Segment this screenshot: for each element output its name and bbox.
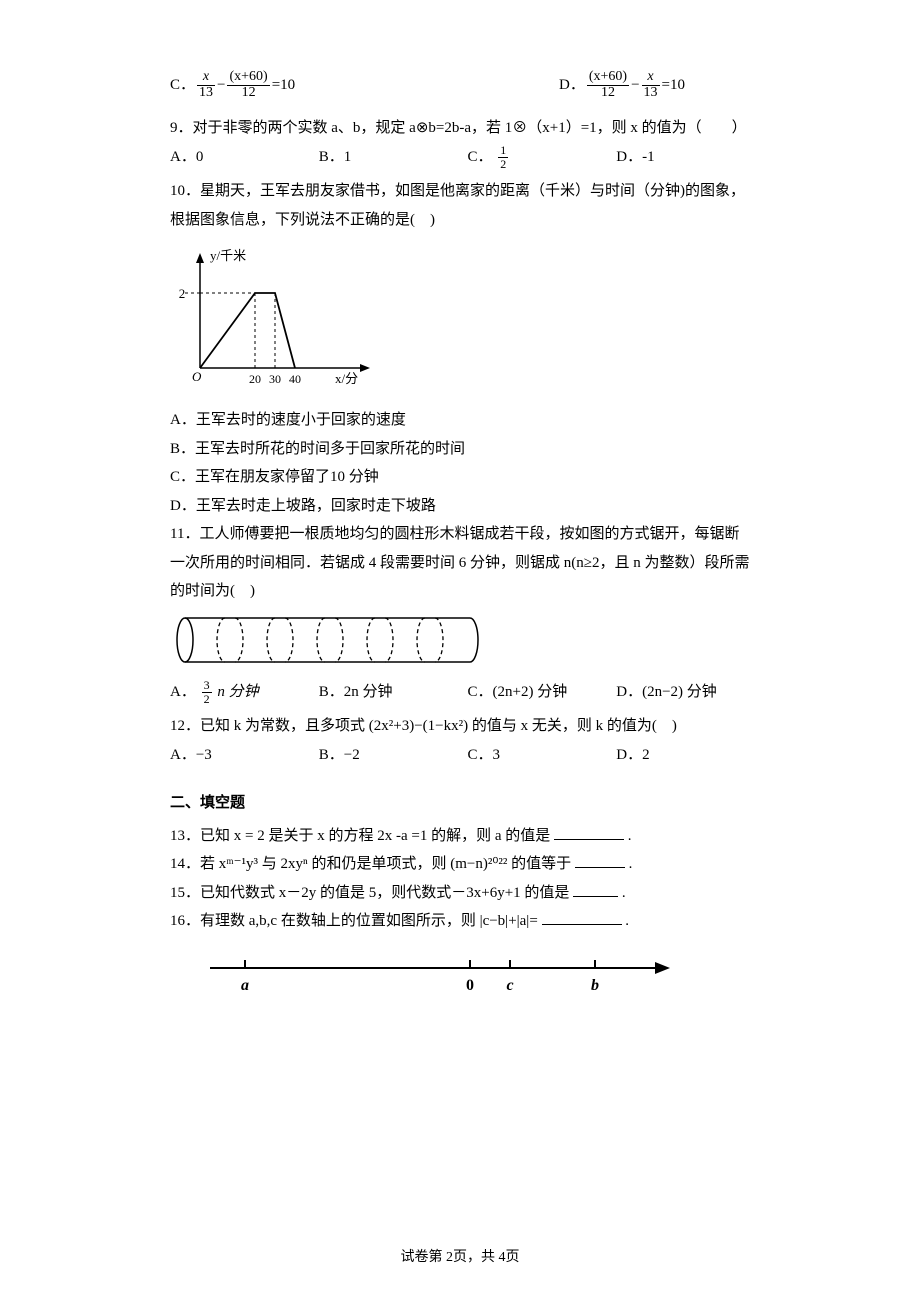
q10-opt-b: B．王军去时所花的时间多于回家所花的时间 (170, 435, 765, 464)
q8-opt-d: D． (x+60) 12 − x 13 =10 (559, 70, 685, 100)
page-footer: 试卷第 2页，共 4页 (0, 1245, 920, 1272)
q11-opt-b: B．2n 分钟 (319, 678, 468, 707)
q11-stem2: 一次所用的时间相同．若锯成 4 段需要时间 6 分钟，则锯成 n(n≥2，且 n… (170, 549, 765, 578)
q15: 15．已知代数式 x－2y 的值是 5，则代数式－3x+6y+1 的值是 . (170, 879, 765, 908)
opt-label: A． (170, 684, 196, 700)
q12-opt-c: C．3 (468, 741, 617, 770)
q11-cylinder-diagram (170, 610, 765, 670)
denominator: 2 (202, 692, 212, 706)
xtick-40: 40 (289, 372, 301, 386)
q11-stem1: 11．工人师傅要把一根质地均匀的圆柱形木料锯成若干段，按如图的方式锯开，每锯断 (170, 520, 765, 549)
distance-time-chart: 2 20 30 40 O y/千米 x/分 (170, 238, 380, 398)
xtick-30: 30 (269, 372, 281, 386)
denominator: 13 (197, 85, 215, 101)
eq-rhs: =10 (272, 71, 295, 100)
cylinder-svg (170, 610, 490, 670)
blank-input[interactable] (554, 824, 624, 840)
q16: 16．有理数 a,b,c 在数轴上的位置如图所示，则 |c−b|+|a|= . (170, 907, 765, 936)
denominator: 2 (498, 157, 508, 171)
xtick-20: 20 (249, 372, 261, 386)
q12-opt-b: B．−2 (319, 741, 468, 770)
q8-opt-c: C． x 13 − (x+60) 12 =10 (170, 70, 295, 100)
fraction: 3 2 (202, 679, 212, 705)
q13-text: 13．已知 x = 2 是关于 x 的方程 2x -a =1 的解，则 a 的值… (170, 828, 550, 844)
fraction: 1 2 (498, 144, 508, 170)
label-c: c (506, 977, 513, 994)
blank-input[interactable] (575, 852, 625, 868)
fraction: x 13 (197, 70, 215, 100)
denominator: 13 (642, 85, 660, 101)
blank-input[interactable] (573, 881, 618, 897)
minus: − (217, 71, 225, 100)
q11-opt-d: D．(2n−2) 分钟 (616, 678, 765, 707)
q11-opt-c: C．(2n+2) 分钟 (468, 678, 617, 707)
q9-opt-a: A．0 (170, 143, 319, 172)
q10-opt-c: C．王军在朋友家停留了10 分钟 (170, 463, 765, 492)
x-axis-label: x/分 (335, 371, 358, 386)
minus: − (631, 71, 639, 100)
q11-options: A． 3 2 n 分钟 B．2n 分钟 C．(2n+2) 分钟 D．(2n−2)… (170, 678, 765, 707)
q12-opt-d: D．2 (616, 741, 765, 770)
q9-opt-d: D．-1 (616, 143, 765, 172)
label-a: a (241, 977, 249, 994)
numerator: 1 (498, 144, 508, 157)
ytick-2: 2 (179, 286, 186, 301)
period: . (622, 885, 626, 901)
q12-stem: 12．已知 k 为常数，且多项式 (2x²+3)−(1−kx²) 的值与 x 无… (170, 712, 765, 741)
q16-text: 16．有理数 a,b,c 在数轴上的位置如图所示，则 |c−b|+|a|= (170, 913, 538, 929)
label-0: 0 (466, 977, 474, 994)
blank-input[interactable] (542, 909, 622, 925)
period: . (625, 913, 629, 929)
numerator: x (197, 70, 215, 85)
period: . (629, 856, 633, 872)
numerator: x (642, 70, 660, 85)
q12-opt-a: A．−3 (170, 741, 319, 770)
origin-label: O (192, 369, 202, 384)
q9-opt-b: B．1 (319, 143, 468, 172)
tail: n 分钟 (217, 684, 258, 700)
q9-options: A．0 B．1 C． 1 2 D．-1 (170, 143, 765, 172)
numerator: 3 (202, 679, 212, 692)
q15-text: 15．已知代数式 x－2y 的值是 5，则代数式－3x+6y+1 的值是 (170, 885, 569, 901)
q10-stem2: 根据图象信息，下列说法不正确的是( ) (170, 206, 765, 235)
numerator: (x+60) (227, 70, 269, 85)
q10-opt-a: A．王军去时的速度小于回家的速度 (170, 406, 765, 435)
exam-page: C． x 13 − (x+60) 12 =10 D． (x+60) 12 − x… (0, 0, 920, 1302)
q9-opt-c: C． 1 2 (468, 143, 617, 172)
eq-rhs: =10 (662, 71, 685, 100)
denominator: 12 (587, 85, 629, 101)
label-b: b (591, 977, 599, 994)
numberline-svg: a 0 c b (200, 950, 680, 1000)
q16-numberline: a 0 c b (200, 950, 765, 1000)
q10-graph: 2 20 30 40 O y/千米 x/分 (170, 238, 765, 398)
period: . (628, 828, 632, 844)
y-axis-label: y/千米 (210, 248, 246, 263)
q13: 13．已知 x = 2 是关于 x 的方程 2x -a =1 的解，则 a 的值… (170, 822, 765, 851)
q11-opt-a: A． 3 2 n 分钟 (170, 678, 319, 707)
section-2-title: 二、填空题 (170, 789, 765, 818)
numerator: (x+60) (587, 70, 629, 85)
opt-label: C． (468, 149, 493, 165)
q11-stem3: 的时间为( ) (170, 577, 765, 606)
fraction: (x+60) 12 (587, 70, 629, 100)
q9-stem: 9．对于非零的两个实数 a、b，规定 a⊗b=2b-a，若 1⊗（x+1）=1，… (170, 114, 765, 143)
opt-label: D． (559, 71, 585, 100)
q10-opt-d: D．王军去时走上坡路，回家时走下坡路 (170, 492, 765, 521)
denominator: 12 (227, 85, 269, 101)
q14-text: 14．若 xᵐ⁻¹y³ 与 2xyⁿ 的和仍是单项式，则 (m−n)²⁰²² 的… (170, 856, 571, 872)
fraction: (x+60) 12 (227, 70, 269, 100)
q14: 14．若 xᵐ⁻¹y³ 与 2xyⁿ 的和仍是单项式，则 (m−n)²⁰²² 的… (170, 850, 765, 879)
q12-options: A．−3 B．−2 C．3 D．2 (170, 741, 765, 770)
opt-label: C． (170, 71, 195, 100)
q8-options-cd: C． x 13 − (x+60) 12 =10 D． (x+60) 12 − x… (170, 70, 765, 100)
fraction: x 13 (642, 70, 660, 100)
q10-stem1: 10．星期天，王军去朋友家借书，如图是他离家的距离（千米）与时间（分钟)的图象， (170, 177, 765, 206)
